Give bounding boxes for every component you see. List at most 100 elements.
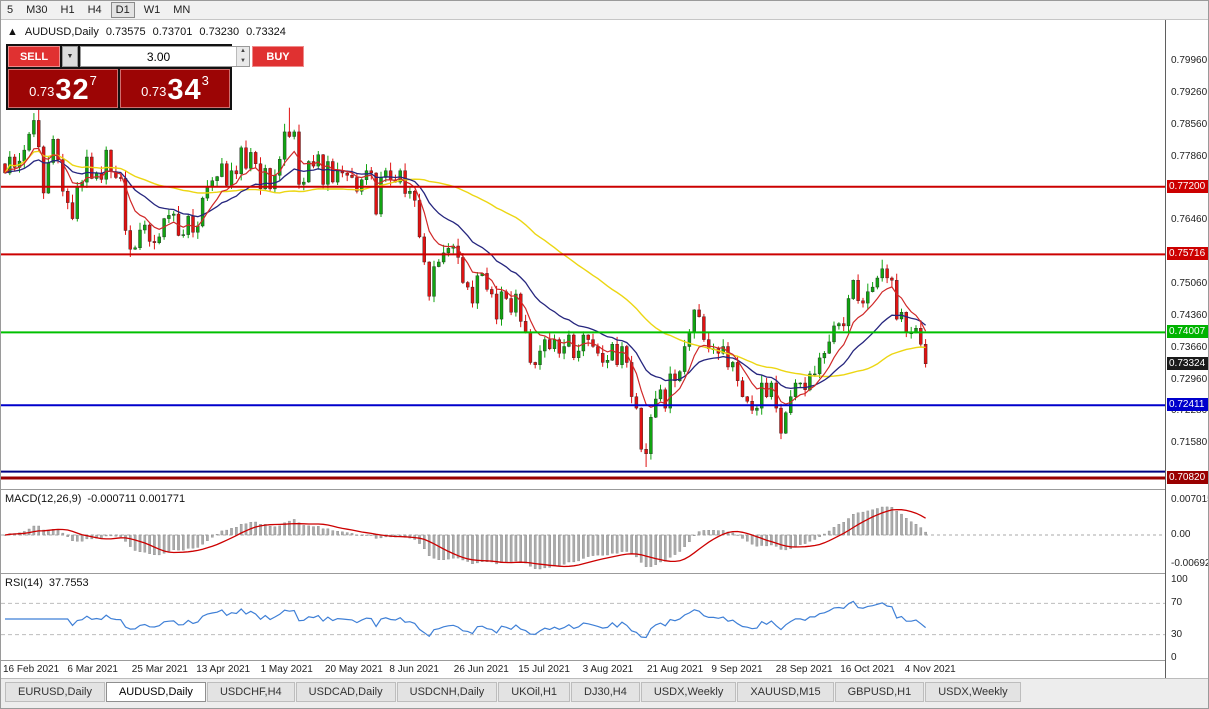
chart-tab-usdcnh-daily-4[interactable]: USDCNH,Daily: [396, 682, 498, 702]
chart-tab-gbpusd-h1-9[interactable]: GBPUSD,H1: [834, 682, 925, 702]
price-level-badge: 0.77200: [1167, 179, 1208, 193]
price-axis-tick: 0.71580: [1171, 437, 1208, 449]
sell-price-prefix: 0.73: [29, 84, 55, 99]
price-axis-tick: -0.006923: [1171, 558, 1208, 569]
sell-price-pipette: 7: [89, 73, 97, 88]
one-click-trading-widget: SELL ▼ ▲ ▼ BUY 0.73 32 7 0.7: [6, 44, 304, 110]
price-axis-tick: 30: [1171, 628, 1183, 640]
price-level-badge: 0.72411: [1167, 398, 1208, 412]
chart-tab-eurusd-daily-0[interactable]: EURUSD,Daily: [5, 682, 105, 702]
date-tick: 9 Sep 2021: [711, 664, 763, 675]
timeframe-button-mn[interactable]: MN: [173, 4, 191, 16]
timeframe-toolbar: 5 M30 H1 H4 D1 W1 MN: [1, 1, 1208, 20]
price-axis-tick: 0.77860: [1171, 150, 1208, 162]
date-tick: 13 Apr 2021: [196, 664, 251, 675]
date-tick: 15 Jul 2021: [518, 664, 570, 675]
date-tick: 4 Nov 2021: [904, 664, 956, 675]
price-axis-tick: 0.007015: [1171, 494, 1209, 505]
price-axis[interactable]: 0.79960 0.79260 0.78560 0.77860 0.76460 0.750…: [1165, 20, 1209, 680]
price-axis-tick: 100: [1171, 574, 1188, 585]
price-axis-tick: 0.78560: [1171, 118, 1208, 130]
volume-spinner: ▲ ▼: [236, 47, 249, 66]
date-tick: 3 Aug 2021: [582, 664, 634, 675]
date-axis[interactable]: 16 Feb 2021 6 Mar 2021 25 Mar 2021 13 Apr 2…: [1, 661, 1165, 680]
date-tick: 25 Mar 2021: [131, 664, 188, 675]
chart-tabs-bar: EURUSD,Daily AUDUSD,Daily USDCHF,H4 USDCAD,…: [1, 678, 1208, 708]
sell-price-panel[interactable]: 0.73 32 7: [8, 69, 118, 108]
timeframe-button-h1[interactable]: H1: [60, 4, 75, 16]
timeframe-button-5[interactable]: 5: [7, 4, 14, 16]
open-value: 0.73575: [105, 26, 146, 38]
volume-dropdown-button[interactable]: ▼: [62, 46, 78, 67]
rsi-chart-canvas[interactable]: [1, 574, 1165, 660]
volume-increase-button[interactable]: ▲: [237, 47, 249, 57]
date-tick: 20 May 2021: [325, 664, 383, 675]
moving-averages-layer: [4, 147, 927, 408]
price-axis-tick: 0.72960: [1171, 374, 1208, 386]
rsi-indicator-label: RSI(14) 37.7553: [5, 577, 89, 589]
timeframe-button-d1[interactable]: D1: [110, 2, 135, 18]
price-axis-tick: 0.79960: [1171, 54, 1208, 66]
volume-field-wrap: ▲ ▼: [80, 46, 250, 67]
macd-histogram-layer: [3, 506, 927, 570]
low-value: 0.73230: [199, 26, 240, 38]
chart-tab-usdx-weekly-7[interactable]: USDX,Weekly: [640, 682, 737, 702]
price-level-badge: 0.75716: [1167, 247, 1208, 261]
buy-price-big-digits: 34: [167, 74, 202, 106]
price-axis-tick: 0: [1171, 652, 1177, 663]
panel-divider[interactable]: [1, 573, 1208, 574]
buy-button[interactable]: BUY: [252, 46, 304, 67]
chart-tab-audusd-daily-1[interactable]: AUDUSD,Daily: [105, 682, 206, 702]
timeframe-button-w1[interactable]: W1: [143, 4, 161, 16]
date-tick: 1 May 2021: [260, 664, 313, 675]
sell-button[interactable]: SELL: [8, 46, 60, 67]
ohlc-header: ▲ AUDUSD,Daily 0.73575 0.73701 0.73230 0…: [7, 26, 286, 38]
date-tick: 16 Oct 2021: [840, 664, 895, 675]
close-value: 0.73324: [246, 26, 286, 38]
price-axis-tick: 0.00: [1171, 529, 1191, 540]
macd-current-values: -0.000711 0.001771: [87, 493, 186, 505]
date-tick: 8 Jun 2021: [389, 664, 439, 675]
date-tick: 21 Aug 2021: [647, 664, 704, 675]
up-triangle-icon: ▲: [7, 26, 18, 38]
price-axis-tick: 0.79260: [1171, 86, 1208, 98]
price-level-badge: 0.70820: [1167, 470, 1208, 484]
timeframe-button-h4[interactable]: H4: [87, 4, 102, 16]
buy-price-prefix: 0.73: [141, 84, 167, 99]
macd-chart-canvas[interactable]: [1, 490, 1165, 572]
macd-indicator-label: MACD(12,26,9) -0.000711 0.001771: [5, 493, 186, 505]
price-level-badge: 0.73324: [1167, 356, 1208, 370]
price-axis-tick: 0.76460: [1171, 214, 1208, 226]
date-tick: 26 Jun 2021: [453, 664, 509, 675]
chart-workspace: ▲ AUDUSD,Daily 0.73575 0.73701 0.73230 0…: [1, 20, 1209, 680]
price-axis-tick: 0.74360: [1171, 310, 1208, 322]
macd-name: MACD(12,26,9): [5, 493, 82, 505]
chart-tab-ukoil-h1-5[interactable]: UKOil,H1: [498, 682, 571, 702]
timeframe-button-m30[interactable]: M30: [26, 4, 48, 16]
price-axis-tick: 70: [1171, 597, 1183, 609]
rsi-current-value: 37.7553: [48, 577, 89, 589]
date-tick: 28 Sep 2021: [775, 664, 833, 675]
high-value: 0.73701: [152, 26, 193, 38]
panel-divider: [1, 660, 1208, 661]
volume-input[interactable]: [81, 47, 236, 66]
volume-decrease-button[interactable]: ▼: [237, 56, 249, 66]
rsi-name: RSI(14): [5, 577, 43, 589]
sell-price-big-digits: 32: [55, 74, 90, 106]
chart-tab-usdchf-h4-2[interactable]: USDCHF,H4: [206, 682, 295, 702]
symbol-label: AUDUSD,Daily: [24, 26, 99, 38]
buy-price-pipette: 3: [201, 73, 209, 88]
chart-tab-usdx-weekly-10[interactable]: USDX,Weekly: [925, 682, 1021, 702]
buy-price-panel[interactable]: 0.73 34 3: [120, 69, 230, 108]
horizontal-levels-layer: [1, 185, 1165, 480]
price-axis-tick: 0.75060: [1171, 278, 1208, 290]
date-tick: 6 Mar 2021: [67, 664, 118, 675]
price-level-badge: 0.74007: [1167, 325, 1208, 339]
chart-tab-usdcad-daily-3[interactable]: USDCAD,Daily: [295, 682, 396, 702]
chart-tab-dj30-h4-6[interactable]: DJ30,H4: [571, 682, 640, 702]
date-tick: 16 Feb 2021: [3, 664, 60, 675]
price-axis-tick: 0.73660: [1171, 342, 1208, 354]
chart-tab-xauusd-m15-8[interactable]: XAUUSD,M15: [737, 682, 834, 702]
panel-divider[interactable]: [1, 489, 1208, 490]
